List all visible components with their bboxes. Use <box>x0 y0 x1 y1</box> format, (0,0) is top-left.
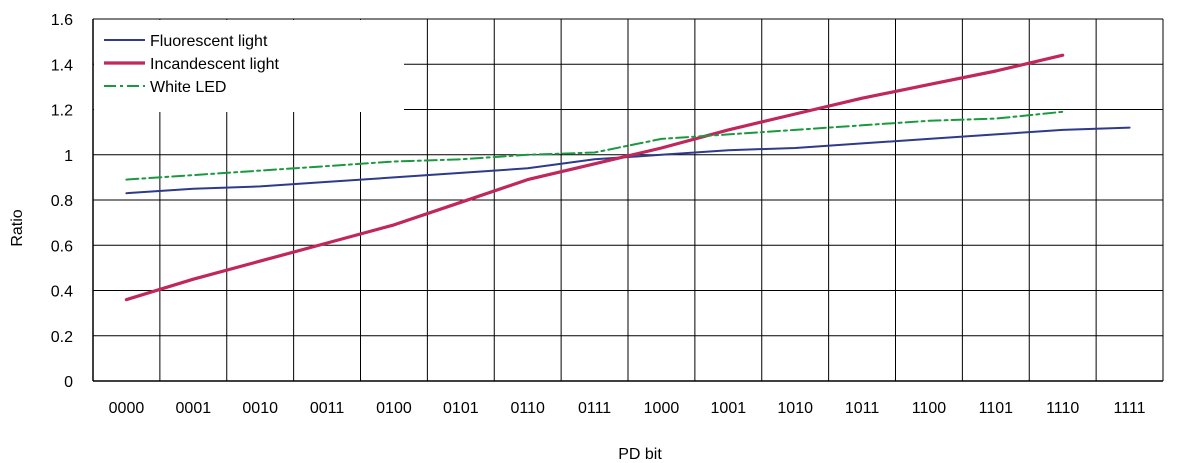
x-tick-label: 0011 <box>310 400 345 417</box>
legend-label-fluorescent-light: Fluorescent light <box>150 33 268 50</box>
y-axis-label: Ratio <box>9 209 26 246</box>
x-tick-label: 1101 <box>979 400 1014 417</box>
y-tick-labels: 0 0.2 0.4 0.6 0.8 1 1.2 1.4 1.6 <box>51 12 73 391</box>
y-tick-label: 0.6 <box>51 238 73 255</box>
x-tick-label: 1011 <box>845 400 880 417</box>
x-tick-label: 1110 <box>1046 400 1079 417</box>
x-tick-label: 1001 <box>711 400 747 417</box>
x-tick-label: 0110 <box>510 400 545 417</box>
legend-box <box>94 20 404 112</box>
y-tick-label: 1.2 <box>51 103 73 120</box>
legend-label-incandescent-light: Incandescent light <box>150 56 280 73</box>
x-tick-label: 0100 <box>376 400 412 417</box>
y-tick-label: 1.6 <box>51 12 73 29</box>
series-lines <box>124 53 1131 302</box>
x-tick-label: 1010 <box>777 400 813 417</box>
y-tick-label: 1.4 <box>51 57 73 74</box>
x-tick-label: 0010 <box>242 400 278 417</box>
series-line-incandescent-light <box>124 53 1065 302</box>
axes <box>92 19 1163 382</box>
x-tick-label: 0001 <box>176 400 212 417</box>
x-tick-label: 0111 <box>578 400 611 417</box>
series-line-white-led <box>125 110 1064 181</box>
y-tick-label: 0 <box>64 374 73 391</box>
y-tick-label: 0.2 <box>51 329 73 346</box>
x-tick-label: 1000 <box>644 400 680 417</box>
y-tick-label: 1 <box>64 148 73 165</box>
x-tick-labels: 0000 0001 0010 0011 0100 0101 0110 0111 1000 1001… <box>109 400 1146 417</box>
x-tick-label: 0000 <box>109 400 145 417</box>
y-tick-label: 0.8 <box>51 193 73 210</box>
x-axis-label: PD bit <box>618 446 662 463</box>
x-tick-label: 1100 <box>912 400 947 417</box>
x-tick-label: 1111 <box>1114 400 1146 417</box>
legend: Fluorescent light Incandescent light White… <box>94 20 404 112</box>
legend-label-white-led: White LED <box>150 79 226 96</box>
x-tick-label: 0101 <box>443 400 479 417</box>
y-tick-label: 0.4 <box>51 284 73 301</box>
